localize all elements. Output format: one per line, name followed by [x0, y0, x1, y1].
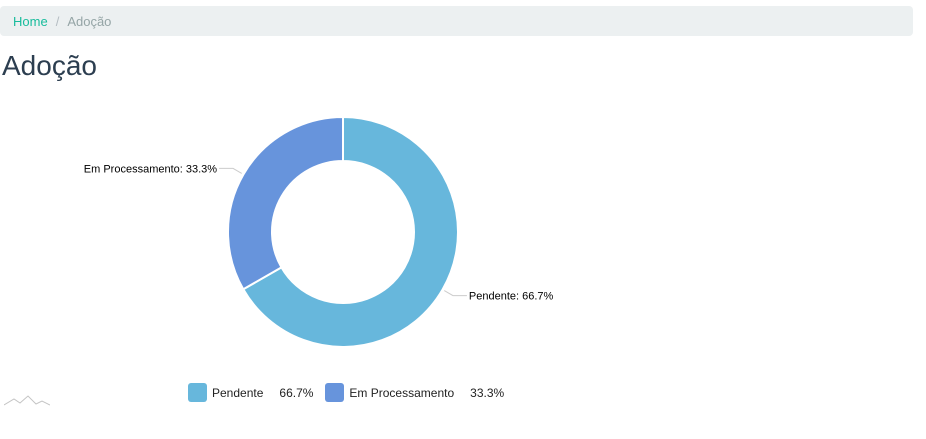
slice-label: Em Processamento: 33.3% — [84, 163, 218, 175]
breadcrumb: Home / Adoção — [0, 6, 913, 36]
slice-label: Pendente: 66.7% — [469, 291, 554, 303]
page-title: Adoção — [2, 50, 97, 81]
breadcrumb-separator: / — [55, 13, 60, 29]
legend-label: Em Processamento — [349, 385, 455, 400]
donut-slice-em-processamento[interactable] — [227, 116, 344, 291]
legend-swatch-pendente — [188, 383, 207, 402]
legend-value: 66.7% — [279, 385, 314, 400]
donut-chart: Pendente: 66.7% Em Processamento: 33.3% — [84, 116, 554, 348]
legend-item-pendente[interactable]: Pendente 66.7% — [188, 383, 313, 402]
legend-value: 33.3% — [470, 385, 505, 400]
legend-swatch-em-processamento — [325, 383, 345, 402]
breadcrumb-home-link[interactable]: Home — [13, 13, 48, 29]
legend-item-em-processamento[interactable]: Em Processamento 33.3% — [325, 383, 504, 402]
donut-slice-pendente[interactable] — [242, 116, 459, 348]
breadcrumb-current: Adoção — [67, 13, 112, 29]
chart-legend: Pendente 66.7% Em Processamento 33.3% — [188, 383, 516, 402]
slice-leader-line — [444, 290, 467, 297]
mountain-line-icon — [4, 395, 50, 406]
slice-leader-line — [219, 167, 242, 174]
legend-label: Pendente — [212, 385, 264, 400]
